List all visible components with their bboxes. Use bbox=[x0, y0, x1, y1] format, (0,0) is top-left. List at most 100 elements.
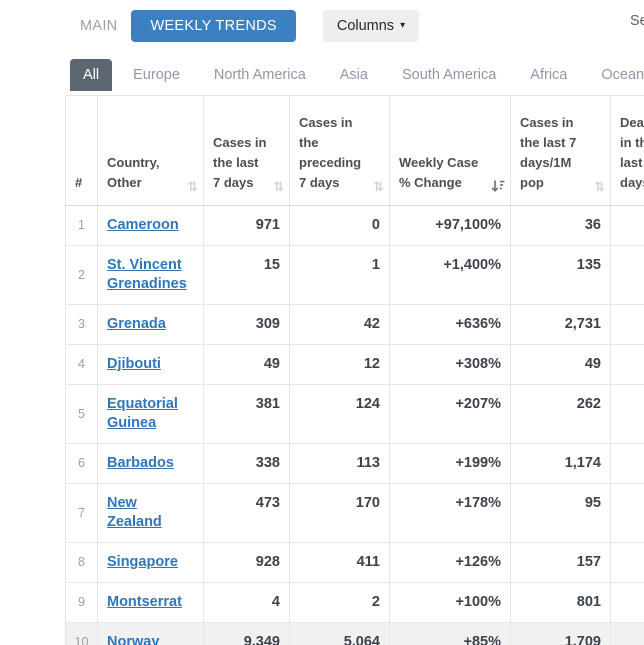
table-header-row: # Country, Other ⇅ Cases in the last 7 d… bbox=[65, 95, 644, 206]
table-row: 5 Equatorial Guinea 381 124 +207% 262 bbox=[65, 384, 644, 444]
sort-unsorted-icon: ⇅ bbox=[273, 179, 284, 194]
cases-per-1m-cell: 801 bbox=[510, 582, 611, 623]
row-rank: 1 bbox=[65, 205, 98, 246]
weekly-trends-table: # Country, Other ⇅ Cases in the last 7 d… bbox=[65, 95, 644, 645]
country-cell: Montserrat bbox=[97, 582, 204, 623]
row-rank: 5 bbox=[65, 384, 98, 444]
cases-prev-7d-cell: 5,064 bbox=[289, 622, 390, 645]
table-row: 4 Djibouti 49 12 +308% 49 bbox=[65, 344, 644, 385]
deaths-7d-cell bbox=[610, 483, 644, 543]
top-toolbar: MAIN WEEKLY TRENDS Columns ▾ bbox=[0, 0, 644, 50]
weekly-change-cell: +126% bbox=[389, 542, 511, 583]
header-weekly-change-label: Weekly Case % Change bbox=[399, 155, 479, 190]
country-link[interactable]: Montserrat bbox=[107, 594, 182, 610]
weekly-change-cell: +85% bbox=[389, 622, 511, 645]
row-rank: 3 bbox=[65, 304, 98, 345]
cases-7d-cell: 473 bbox=[203, 483, 290, 543]
weekly-change-cell: +199% bbox=[389, 443, 511, 484]
tab-africa[interactable]: Africa bbox=[517, 59, 580, 91]
country-link[interactable]: Djibouti bbox=[107, 356, 161, 372]
country-link[interactable]: Cameroon bbox=[107, 217, 179, 233]
header-country-label: Country, Other bbox=[107, 155, 160, 190]
cases-7d-cell: 971 bbox=[203, 205, 290, 246]
deaths-7d-cell bbox=[610, 443, 644, 484]
table-row: 8 Singapore 928 411 +126% 157 bbox=[65, 542, 644, 583]
row-rank: 10 bbox=[65, 622, 98, 645]
main-tab-button[interactable]: MAIN bbox=[80, 18, 118, 34]
columns-dropdown-button[interactable]: Columns ▾ bbox=[322, 10, 420, 42]
country-cell: Grenada bbox=[97, 304, 204, 345]
tab-oceania[interactable]: Oceania bbox=[588, 59, 644, 91]
country-link[interactable]: Singapore bbox=[107, 554, 178, 570]
header-cases-prev-7d[interactable]: Cases in the preceding 7 days ⇅ bbox=[289, 95, 390, 206]
weekly-change-cell: +100% bbox=[389, 582, 511, 623]
cases-7d-cell: 9,349 bbox=[203, 622, 290, 645]
cases-prev-7d-cell: 42 bbox=[289, 304, 390, 345]
tab-north-america[interactable]: North America bbox=[201, 59, 319, 91]
cases-7d-cell: 49 bbox=[203, 344, 290, 385]
cases-7d-cell: 309 bbox=[203, 304, 290, 345]
country-link[interactable]: New Zealand bbox=[107, 495, 162, 530]
row-rank: 6 bbox=[65, 443, 98, 484]
tab-all[interactable]: All bbox=[70, 59, 113, 91]
tab-europe[interactable]: Europe bbox=[120, 59, 193, 91]
header-cases-7d[interactable]: Cases in the last 7 days ⇅ bbox=[203, 95, 290, 206]
cases-prev-7d-cell: 411 bbox=[289, 542, 390, 583]
cases-7d-cell: 928 bbox=[203, 542, 290, 583]
chevron-down-icon: ▾ bbox=[400, 20, 406, 31]
header-weekly-change[interactable]: Weekly Case % Change bbox=[389, 95, 511, 206]
header-country[interactable]: Country, Other ⇅ bbox=[97, 95, 204, 206]
header-cases-per-1m-label: Cases in the last 7 days/1M pop bbox=[520, 115, 577, 190]
cases-per-1m-cell: 262 bbox=[510, 384, 611, 444]
tab-south-america[interactable]: South America bbox=[389, 59, 509, 91]
weekly-change-cell: +308% bbox=[389, 344, 511, 385]
weekly-change-cell: +178% bbox=[389, 483, 511, 543]
cases-7d-cell: 338 bbox=[203, 443, 290, 484]
deaths-7d-cell bbox=[610, 344, 644, 385]
country-link[interactable]: St. Vincent Grenadines bbox=[107, 257, 187, 292]
country-link[interactable]: Grenada bbox=[107, 316, 166, 332]
weekly-change-cell: +97,100% bbox=[389, 205, 511, 246]
country-link[interactable]: Equatorial Guinea bbox=[107, 396, 178, 431]
header-deaths-7d[interactable]: Deaths in the last 7 days ⇅ bbox=[610, 95, 644, 206]
deaths-7d-cell bbox=[610, 245, 644, 305]
weekly-trends-table-container: # Country, Other ⇅ Cases in the last 7 d… bbox=[65, 95, 644, 645]
header-cases-per-1m[interactable]: Cases in the last 7 days/1M pop ⇅ bbox=[510, 95, 611, 206]
weekly-change-cell: +636% bbox=[389, 304, 511, 345]
table-row: 7 New Zealand 473 170 +178% 95 bbox=[65, 483, 644, 543]
tab-asia[interactable]: Asia bbox=[327, 59, 381, 91]
country-link[interactable]: Barbados bbox=[107, 455, 174, 471]
table-row: 9 Montserrat 4 2 +100% 801 bbox=[65, 582, 644, 623]
row-rank: 9 bbox=[65, 582, 98, 623]
cases-7d-cell: 15 bbox=[203, 245, 290, 305]
sort-unsorted-icon: ⇅ bbox=[373, 179, 384, 194]
country-cell: Equatorial Guinea bbox=[97, 384, 204, 444]
row-rank: 4 bbox=[65, 344, 98, 385]
weekly-change-cell: +207% bbox=[389, 384, 511, 444]
cases-prev-7d-cell: 12 bbox=[289, 344, 390, 385]
cases-per-1m-cell: 157 bbox=[510, 542, 611, 583]
search-label: Search: bbox=[630, 13, 644, 29]
deaths-7d-cell bbox=[610, 384, 644, 444]
table-row: 3 Grenada 309 42 +636% 2,731 bbox=[65, 304, 644, 345]
sort-descending-icon bbox=[491, 179, 505, 193]
cases-7d-cell: 4 bbox=[203, 582, 290, 623]
deaths-7d-cell bbox=[610, 205, 644, 246]
row-rank: 2 bbox=[65, 245, 98, 305]
header-cases-7d-label: Cases in the last 7 days bbox=[213, 135, 267, 190]
country-cell: Norway bbox=[97, 622, 204, 645]
columns-dropdown-label: Columns bbox=[336, 18, 395, 34]
row-rank: 8 bbox=[65, 542, 98, 583]
deaths-7d-cell bbox=[610, 622, 644, 645]
table-row: 2 St. Vincent Grenadines 15 1 +1,400% 13… bbox=[65, 245, 644, 305]
continent-tabs: All Europe North America Asia South Amer… bbox=[0, 55, 644, 91]
table-row-highlighted: 10 Norway 9,349 5,064 +85% 1,709 bbox=[65, 622, 644, 645]
deaths-7d-cell bbox=[610, 582, 644, 623]
country-cell: Djibouti bbox=[97, 344, 204, 385]
cases-prev-7d-cell: 170 bbox=[289, 483, 390, 543]
cases-prev-7d-cell: 124 bbox=[289, 384, 390, 444]
table-row: 6 Barbados 338 113 +199% 1,174 bbox=[65, 443, 644, 484]
country-link[interactable]: Norway bbox=[107, 634, 160, 645]
weekly-trends-tab-button[interactable]: WEEKLY TRENDS bbox=[131, 10, 296, 42]
country-cell: Singapore bbox=[97, 542, 204, 583]
